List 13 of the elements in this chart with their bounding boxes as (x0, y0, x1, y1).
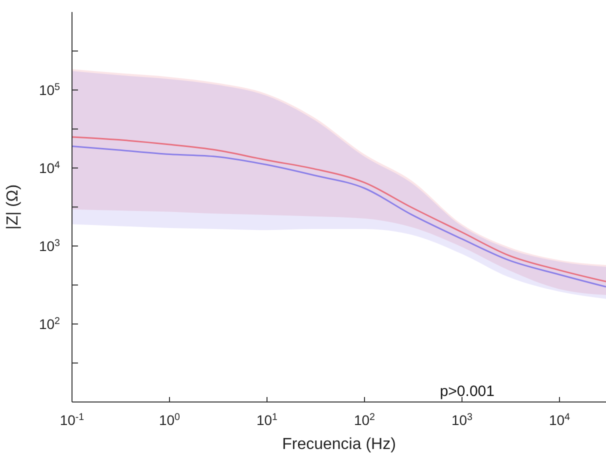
x-tick-label: 10$^{0}$ (158, 412, 181, 428)
annotation: p>0.001 (440, 383, 494, 400)
y-tick-label: 10$^{5}$ (38, 82, 61, 98)
x-tick-label: 10$^{4}$ (548, 412, 571, 428)
y-tick-label: 10$^{4}$ (38, 160, 61, 176)
x-tick-label: 10$^{2}$ (354, 412, 376, 428)
x-tick-label: 10$^{1}$ (256, 412, 278, 428)
y-tick-label: 10$^{2}$ (38, 316, 60, 332)
y-axis-title: |Z| (Ω) (4, 184, 22, 230)
x-axis-title: Frecuencia (Hz) (282, 436, 396, 453)
x-tick-label: 10$^{-1}$ (60, 412, 84, 428)
x-tick-label: 10$^{3}$ (451, 412, 474, 428)
y-tick-label: 10$^{3}$ (38, 238, 61, 254)
